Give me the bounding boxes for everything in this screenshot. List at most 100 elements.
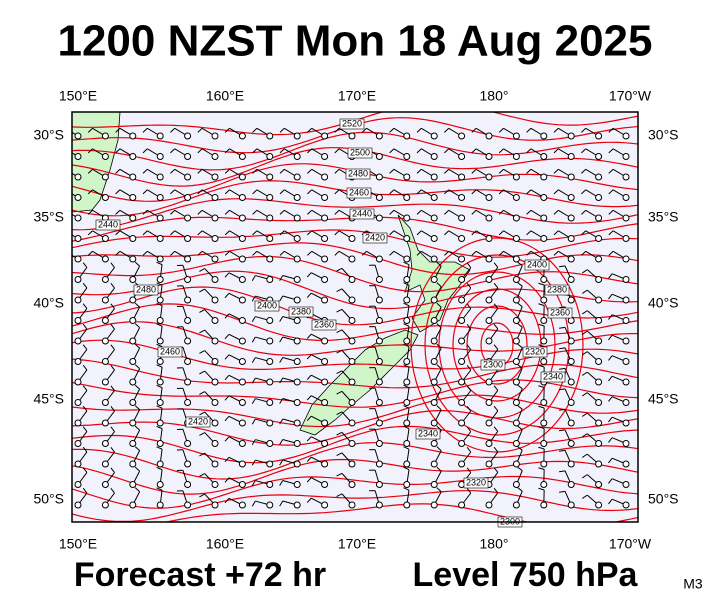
barb-station [293, 173, 301, 181]
barb-station [375, 378, 383, 386]
barb-station [540, 337, 548, 345]
barb-flag [498, 127, 504, 133]
barb-station [622, 399, 630, 406]
barb-flag [156, 364, 163, 368]
barb-station [348, 296, 356, 304]
contour-label: 2460 [160, 346, 180, 356]
barb-station [567, 276, 575, 283]
barb-flag [403, 425, 410, 430]
barb-station [430, 194, 438, 201]
barb-station [266, 378, 274, 386]
contour-label: 2480 [348, 168, 368, 178]
barb-station [512, 214, 520, 222]
contour-label: 2500 [350, 147, 370, 157]
barb-flag [538, 364, 545, 368]
barb-station [293, 440, 301, 447]
contour-label-box [415, 428, 441, 440]
barb-station [321, 440, 329, 447]
barb-flag [306, 456, 312, 462]
barb-station [74, 276, 82, 283]
contour-label-box [524, 259, 550, 271]
barb-flag [436, 384, 442, 390]
contour-label-box [540, 371, 566, 383]
barb-station [74, 153, 82, 160]
barb-flag [466, 303, 472, 309]
barb-flag [82, 344, 88, 350]
barb-station [430, 419, 438, 427]
barb-flag [389, 250, 395, 256]
barb-flag [471, 168, 477, 174]
barb-station [458, 440, 466, 447]
barb-station [512, 501, 520, 509]
barb-flag [199, 288, 205, 293]
barb-station [321, 399, 329, 406]
barb-flag [197, 127, 203, 133]
barb-flag [538, 303, 545, 306]
barb-station [238, 173, 246, 181]
barb-flag [582, 310, 588, 315]
barb-station [129, 419, 137, 427]
barb-flag [82, 467, 88, 473]
barb-station [567, 460, 575, 468]
contour-label-box [522, 346, 548, 358]
barb-station [184, 358, 192, 365]
barb-flag [170, 230, 176, 236]
barb-flag [526, 209, 532, 215]
barb-flag [559, 367, 566, 370]
barb-station [266, 153, 274, 160]
contour-label-box [311, 319, 337, 331]
barb-station [540, 419, 548, 427]
barb-station [485, 214, 493, 222]
contour-label: 2460 [349, 187, 369, 197]
barb-station [595, 194, 603, 201]
barb-flag [336, 329, 343, 333]
map-title: 1200 NZST Mon 18 Aug 2025 [57, 17, 652, 66]
barb-flag [608, 209, 614, 215]
barb-station [375, 337, 383, 345]
barb-station [293, 358, 301, 365]
barb-flag [526, 148, 532, 154]
barb-station [238, 194, 246, 201]
barb-station [458, 501, 466, 509]
barb-flag [306, 395, 312, 401]
barb-flag [608, 437, 613, 443]
barb-flag [403, 446, 410, 450]
barb-flag [436, 364, 442, 370]
barb-station [266, 460, 274, 468]
contour-label: 2520 [342, 118, 362, 128]
barb-flag [224, 334, 230, 340]
barb-flag [559, 265, 566, 268]
barb-flag [82, 426, 88, 432]
barb-station [430, 440, 438, 447]
barb-flag [471, 230, 477, 236]
barb-flag [559, 470, 566, 473]
barb-station [540, 460, 548, 468]
barb-station [293, 419, 301, 427]
lat-label: 45°S [648, 391, 679, 407]
barb-station [458, 235, 466, 242]
barb-station [403, 255, 411, 263]
barb-station [321, 358, 329, 365]
barb-station [375, 460, 383, 468]
barb-station [540, 276, 548, 283]
barb-station [101, 358, 109, 365]
barb-flag [279, 357, 284, 363]
barb-flag [156, 405, 163, 409]
contour-label: 2360 [550, 307, 570, 317]
barb-flag [199, 350, 205, 354]
barb-flag [436, 323, 442, 329]
barb-flag [82, 364, 88, 371]
lat-label: 50°S [33, 491, 64, 507]
barb-station [375, 399, 383, 406]
lat-label: 30°S [648, 127, 679, 143]
barb-flag [403, 487, 410, 491]
barb-station [101, 296, 109, 304]
barb-flag [403, 343, 410, 348]
lon-label: 160°E [206, 88, 244, 104]
barb-flag [279, 127, 285, 133]
contour-line [72, 475, 638, 509]
barb-station [595, 481, 603, 488]
barb-flag [608, 375, 613, 382]
barb-station [238, 153, 246, 160]
